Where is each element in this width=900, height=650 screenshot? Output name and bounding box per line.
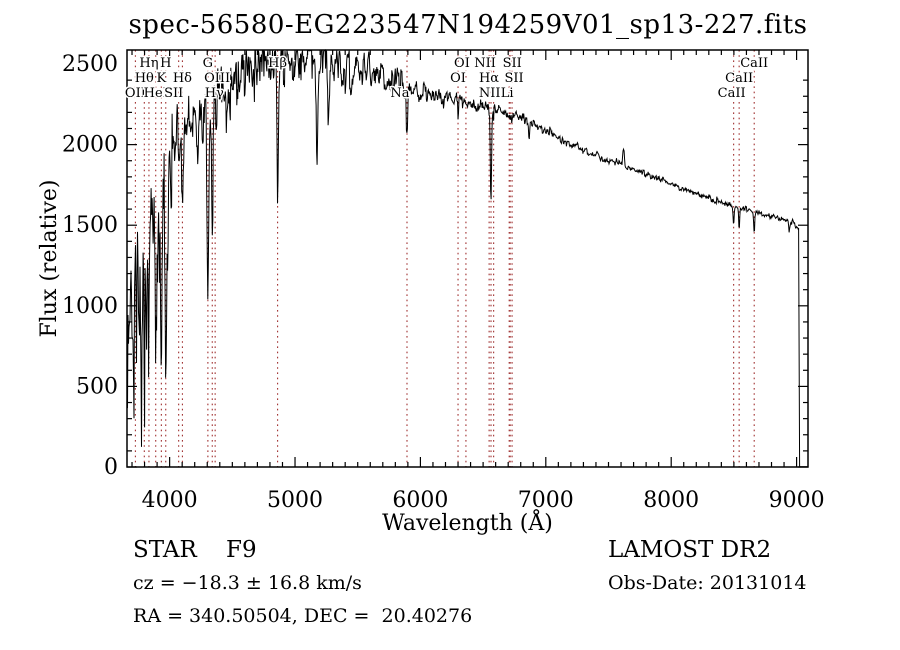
spectral-line-label: NII [474, 56, 496, 71]
spectral-line-label: SII [503, 56, 522, 71]
spectral-line-label: Hα [479, 71, 499, 86]
spectral-line-label: CaII [725, 71, 753, 86]
spectral-line-label: SII [504, 71, 523, 86]
y-tick-label: 1500 [62, 213, 118, 238]
spectral-line-label: OI [450, 71, 466, 86]
spectral-line-label: Hβ [268, 56, 287, 71]
x-tick-label: 5000 [267, 488, 323, 513]
y-tick-label: 2500 [62, 52, 118, 77]
obs-date-label: Obs-Date: 20131014 [608, 572, 807, 594]
x-axis-label: Wavelength (Å) [382, 508, 553, 536]
survey-label: LAMOST DR2 [608, 537, 772, 563]
ra-dec-label: RA = 340.50504, DEC = 20.40276 [133, 605, 473, 627]
x-tick-label: 4000 [142, 488, 198, 513]
spectral-line-label: OII [125, 86, 146, 101]
spectral-line-label: OI [454, 56, 470, 71]
spectral-line-label: H [160, 56, 171, 71]
spectral-line-markers [134, 50, 755, 467]
spectral-line-label: Na [390, 86, 409, 101]
spectral-line-label: Hγ [205, 86, 224, 101]
spectral-line-label: Hθ [135, 71, 154, 86]
plot-title: spec-56580-EG223547N194259V01_sp13-227.f… [128, 10, 808, 40]
y-tick-label: 0 [104, 455, 118, 480]
spectral-line-label: Li [501, 86, 514, 101]
spectrum-trace [126, 48, 808, 468]
y-tick-label: 1000 [62, 294, 118, 319]
spectral-line-label: CaII [718, 86, 746, 101]
object-class-label: STAR F9 [133, 537, 257, 563]
x-tick-label: 8000 [643, 488, 699, 513]
spectral-line-label: Hη [139, 56, 158, 71]
spectral-line-label: OIII [204, 71, 230, 86]
spectral-line-label: NII [479, 86, 501, 101]
axis-ticks [127, 50, 808, 468]
y-tick-label: 2000 [62, 133, 118, 158]
spectral-line-label: SII [164, 86, 183, 101]
spectral-line-label: K [156, 71, 166, 86]
x-tick-label: 6000 [392, 488, 448, 513]
radial-velocity-label: cz = −18.3 ± 16.8 km/s [133, 572, 362, 594]
plot-frame [126, 49, 809, 468]
spectral-line-label: Hδ [173, 71, 192, 86]
x-tick-label: 7000 [518, 488, 574, 513]
spectral-line-label: HeI [144, 86, 168, 101]
spectral-line-label: CaII [740, 56, 768, 71]
y-axis-label: Flux (relative) [37, 179, 62, 337]
x-tick-label: 9000 [769, 488, 825, 513]
spectral-line-label: G [203, 56, 213, 71]
y-tick-label: 500 [76, 374, 118, 399]
